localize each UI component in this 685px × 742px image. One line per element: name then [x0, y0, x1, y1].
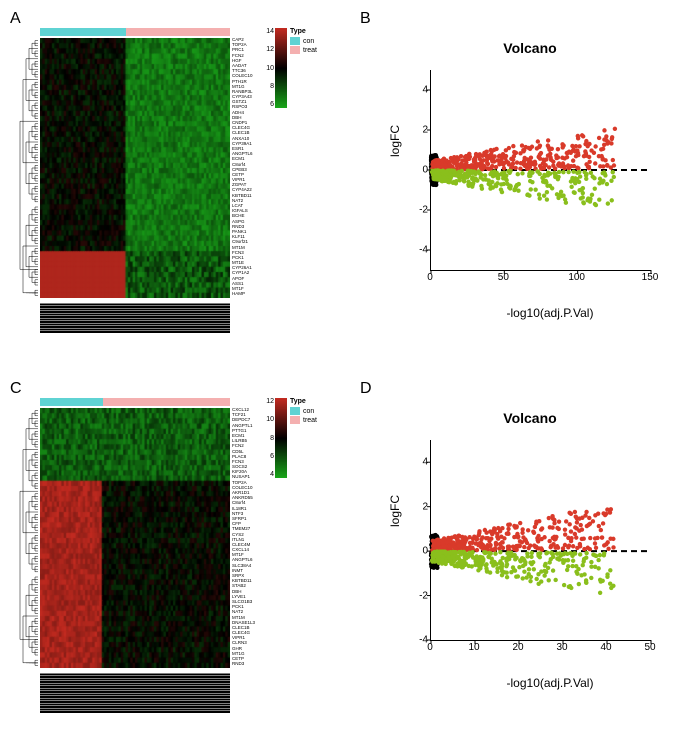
- heatmap-c-colorbar: [275, 398, 287, 478]
- heatmap-c-colorbar-ticks: 1210864: [262, 398, 274, 478]
- panel-b-label: B: [360, 10, 371, 28]
- volcano-b-yticks: -4-2024: [410, 70, 428, 270]
- legend-treat: treat: [303, 417, 317, 424]
- panel-a: A CAP2TOP2APRC1FCN2HGFAADATTTC36COLEC10P…: [10, 10, 350, 370]
- panel-a-label: A: [10, 10, 21, 28]
- volcano-d-xlabel: -log10(adj.P.Val): [410, 676, 685, 690]
- legend-treat: treat: [303, 47, 317, 54]
- volcano-b-plot: [430, 70, 651, 271]
- swatch-con: [290, 407, 300, 415]
- swatch-treat: [290, 46, 300, 54]
- panel-d-label: D: [360, 380, 372, 398]
- volcano-d-yticks: -4-2024: [410, 440, 428, 640]
- legend-title: Type: [290, 28, 317, 35]
- panel-b: B Volcano logFC 050100150 -4-2024 -log10…: [360, 10, 685, 370]
- heatmap-c-legend: Type con treat: [290, 398, 317, 425]
- legend-title: Type: [290, 398, 317, 405]
- volcano-b-ylabel: logFC: [388, 125, 402, 157]
- heatmap-c: CXCL12TCF21DEPDC7ANGPTL1PTTG1ECM1LILRB5F…: [40, 398, 320, 708]
- swatch-treat: [290, 416, 300, 424]
- heatmap-a-colorbar-ticks: 14121086: [262, 28, 274, 108]
- volcano-b-xlabel: -log10(adj.P.Val): [410, 306, 685, 320]
- heatmap-a-colorbar: [275, 28, 287, 108]
- volcano-d: Volcano logFC 01020304050 -4-2024 -log10…: [390, 410, 670, 710]
- panel-c: C CXCL12TCF21DEPDC7ANGPTL1PTTG1ECM1LILRB…: [10, 380, 350, 732]
- heatmap-a-typebar: [40, 28, 230, 36]
- heatmap-c-sample-bar: [40, 673, 230, 713]
- heatmap-a-sample-bar: [40, 303, 230, 333]
- volcano-b-xticks: 050100150: [430, 272, 650, 284]
- volcano-d-ylabel: logFC: [388, 495, 402, 527]
- legend-con: con: [303, 408, 314, 415]
- heatmap-c-dendrogram: [12, 408, 38, 668]
- volcano-b: Volcano logFC 050100150 -4-2024 -log10(a…: [390, 40, 670, 340]
- volcano-d-title: Volcano: [390, 410, 670, 426]
- volcano-b-title: Volcano: [390, 40, 670, 56]
- legend-con: con: [303, 38, 314, 45]
- heatmap-c-typebar: [40, 398, 230, 406]
- heatmap-a-legend: Type con treat: [290, 28, 317, 55]
- heatmap-a-body: [40, 38, 230, 298]
- swatch-con: [290, 37, 300, 45]
- volcano-d-xticks: 01020304050: [430, 642, 650, 654]
- heatmap-a: CAP2TOP2APRC1FCN2HGFAADATTTC36COLEC10PTH…: [40, 28, 320, 338]
- heatmap-c-body: [40, 408, 230, 668]
- heatmap-a-dendrogram: [12, 38, 38, 298]
- volcano-d-plot: [430, 440, 651, 641]
- panel-c-label: C: [10, 380, 22, 398]
- panel-d: D Volcano logFC 01020304050 -4-2024 -log…: [360, 380, 685, 732]
